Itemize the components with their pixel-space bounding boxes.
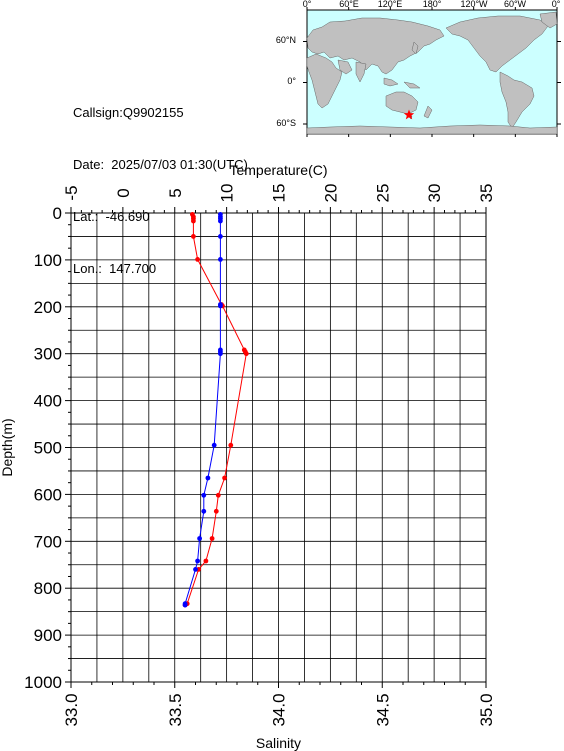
lat-label-0: 0°	[287, 76, 296, 86]
temperature-profile-line	[184, 214, 247, 606]
salinity-data-point	[218, 234, 223, 239]
map-land	[306, 11, 558, 135]
salinity-tick-label: 34.0	[270, 693, 289, 726]
temperature-tick-label: 0	[114, 188, 133, 197]
salinity-data-point	[205, 475, 211, 481]
lon-label-0-right: 0°	[552, 0, 561, 9]
temperature-data-point	[222, 475, 228, 481]
depth-tick-label: 200	[34, 298, 62, 317]
temperature-tick-label: 5	[166, 188, 185, 197]
lon-label-60e: 60°E	[339, 0, 359, 9]
land-india	[355, 61, 367, 83]
temperature-tick-label: 35	[477, 184, 496, 203]
land-australia	[385, 91, 419, 115]
land-eurasia	[306, 17, 445, 75]
land-africa	[306, 53, 343, 109]
depth-tick-label: 600	[34, 485, 62, 504]
temperature-tick-label: 10	[218, 184, 237, 203]
depth-tick-label: 1000	[24, 673, 62, 692]
salinity-profile-line	[184, 214, 221, 606]
depth-tick-label: 300	[34, 345, 62, 364]
temperature-tick-label: 20	[321, 184, 340, 203]
land-indonesia	[383, 77, 399, 87]
salinity-tick-label: 33.0	[62, 693, 81, 726]
callsign-label: Callsign:Q9902155	[73, 105, 184, 120]
longitude-label: Lon.: 147.700	[73, 261, 157, 276]
land-arabia	[337, 59, 353, 75]
temperature-data-point	[243, 351, 249, 357]
temperature-tick-label: 30	[425, 184, 444, 203]
lon-label-120e: 120°E	[378, 0, 403, 9]
land-south-america	[499, 71, 535, 129]
salinity-data-point	[211, 442, 217, 448]
land-japan	[411, 41, 419, 55]
date-label: Date: 2025/07/03 01:30(UTC)	[73, 157, 248, 172]
lat-label-60n: 60°N	[276, 35, 296, 45]
station-info: Callsign:Q9902155 Date: 2025/07/03 01:30…	[73, 73, 248, 293]
salinity-tick-label: 34.5	[373, 693, 392, 726]
temperature-data-point	[203, 558, 209, 564]
land-north-america	[445, 15, 549, 73]
lon-label-180: 180°	[423, 0, 442, 9]
depth-tick-label: 800	[34, 579, 62, 598]
land-greenland	[539, 11, 558, 29]
temperature-data-point	[228, 442, 234, 448]
depth-axis-title: Depth(m)	[0, 418, 15, 476]
salinity-tick-label: 33.5	[166, 693, 185, 726]
temperature-data-point	[191, 218, 196, 224]
map-lat-labels: 60°N 0° 60°S	[276, 35, 297, 128]
salinity-data-point	[218, 351, 223, 357]
depth-tick-label: 100	[34, 251, 62, 270]
depth-tick-label: 400	[34, 392, 62, 411]
temperature-data-point	[213, 508, 219, 514]
data-series	[182, 212, 249, 608]
lat-label-60s: 60°S	[276, 118, 296, 128]
temperature-tick-label: 15	[270, 184, 289, 203]
temperature-axis-title: Temperature(C)	[229, 162, 327, 178]
salinity-axis-title: Salinity	[256, 735, 301, 751]
salinity-data-point	[193, 567, 198, 572]
salinity-data-point	[218, 218, 223, 224]
salinity-data-point	[182, 602, 188, 608]
depth-tick-label: 700	[34, 532, 62, 551]
temperature-tick-label: -5	[62, 185, 81, 200]
chart-grid	[70, 212, 487, 683]
depth-tick-label: 900	[34, 626, 62, 645]
temperature-data-point	[195, 257, 201, 262]
axis-ticks	[65, 207, 487, 688]
temperature-data-point	[191, 234, 196, 239]
depth-tick-label: 500	[34, 439, 62, 458]
lon-label-0: 0°	[303, 0, 312, 9]
temperature-data-point	[215, 492, 221, 498]
lon-label-120w: 120°W	[460, 0, 488, 9]
land-new-guinea	[403, 81, 421, 89]
depth-tick-label: 0	[53, 204, 62, 223]
salinity-data-point	[218, 303, 223, 309]
salinity-tick-label: 35.0	[477, 693, 496, 726]
y-tick-labels: 0 100 200 300 400 500 600 700 800 900 1000	[24, 204, 62, 692]
salinity-data-point	[218, 257, 223, 262]
world-map: 0° 60°E 120°E 180° 120°W 60°W 0° 60°N 0°…	[276, 0, 561, 137]
lon-label-60w: 60°W	[504, 0, 527, 9]
salinity-data-point	[201, 508, 207, 514]
temperature-tick-label: 25	[373, 184, 392, 203]
salinity-data-point	[197, 536, 203, 541]
land-new-zealand	[423, 105, 433, 119]
map-lon-labels: 0° 60°E 120°E 180° 120°W 60°W 0°	[303, 0, 561, 9]
station-marker-star-icon	[403, 109, 415, 120]
salinity-data-point	[201, 492, 207, 498]
salinity-data-point	[195, 558, 201, 564]
temperature-data-point	[209, 536, 215, 541]
map-tick-marks	[303, 7, 561, 137]
temperature-tick-labels: -5 0 5 10 15 20 25 30 35	[62, 184, 496, 203]
salinity-tick-labels: 33.0 33.5 34.0 34.5 35.0	[62, 693, 496, 726]
